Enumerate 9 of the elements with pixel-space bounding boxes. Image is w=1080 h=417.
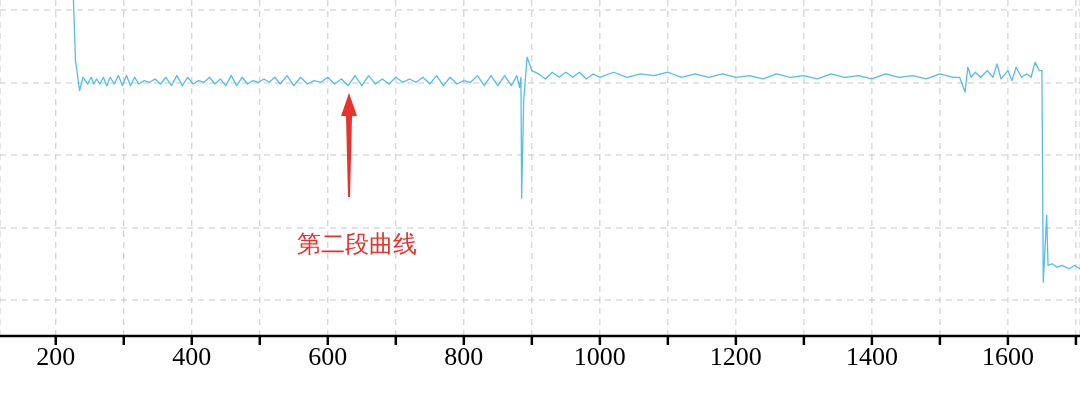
annotation: 第二段曲线 (297, 230, 417, 258)
x-tick-label: 800 (444, 342, 484, 372)
x-tick-label: 1600 (981, 342, 1034, 372)
x-tick-label: 1400 (845, 342, 898, 372)
x-tick-label: 400 (172, 342, 212, 372)
x-tick-label: 1200 (709, 342, 762, 372)
x-tick-label: 1000 (573, 342, 626, 372)
x-tick-label: 600 (308, 342, 348, 372)
x-tick-label: 200 (36, 342, 76, 372)
